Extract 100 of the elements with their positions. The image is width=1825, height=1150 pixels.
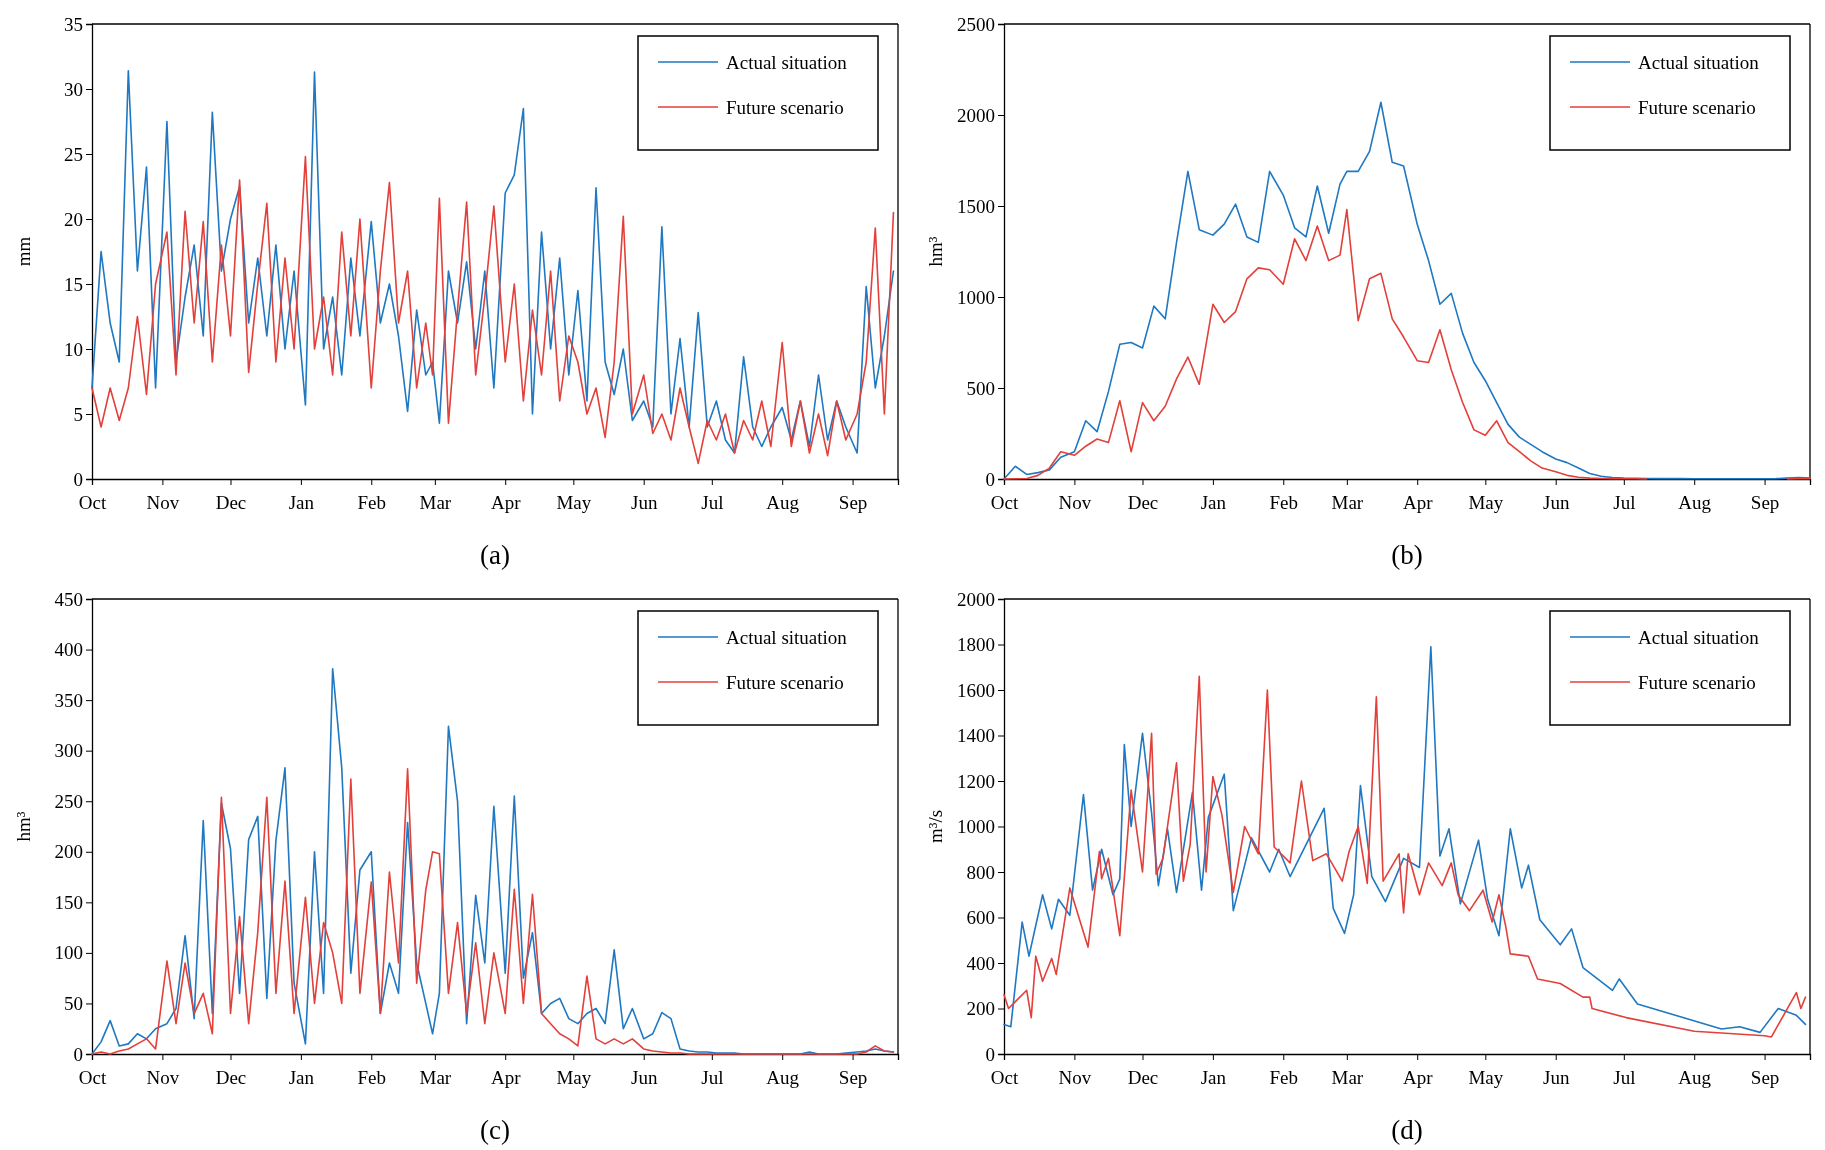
y-tick-label: 5 xyxy=(73,403,83,425)
y-tick-label: 20 xyxy=(64,208,83,230)
legend-label: Future scenario xyxy=(1638,96,1756,118)
y-tick-label: 25 xyxy=(64,143,83,165)
x-tick-label: Nov xyxy=(1058,1066,1092,1088)
text: (c) xyxy=(480,1115,510,1145)
legend-label: Future scenario xyxy=(726,671,844,693)
x-tick-label: Feb xyxy=(357,1066,387,1088)
y-tick-label: 2000 xyxy=(957,588,995,610)
y-tick-label: 800 xyxy=(966,861,995,883)
x-tick-label: Jul xyxy=(1613,491,1636,513)
y-tick-label: 10 xyxy=(64,338,83,360)
x-tick-label: Dec xyxy=(215,491,247,513)
x-tick-label: Jul xyxy=(1613,1066,1636,1088)
x-tick-label: Nov xyxy=(1058,491,1092,513)
y-tick-label: 300 xyxy=(54,740,83,762)
y-tick-label: 0 xyxy=(985,468,995,490)
x-tick-label: Sep xyxy=(838,1066,868,1088)
x-tick-label: Sep xyxy=(1750,491,1780,513)
text: (d) xyxy=(1391,1115,1423,1145)
y-tick-label: 250 xyxy=(54,790,83,812)
x-tick-label: Jun xyxy=(631,491,658,513)
x-tick-label: Jun xyxy=(1543,491,1570,513)
y-tick-label: 100 xyxy=(54,942,83,964)
x-tick-label: Aug xyxy=(1678,1066,1712,1088)
x-tick-label: Jun xyxy=(1543,1066,1570,1088)
text: (a) xyxy=(480,540,510,570)
y-tick-label: 200 xyxy=(966,998,995,1020)
y-tick-label: 450 xyxy=(54,588,83,610)
x-tick-label: Apr xyxy=(1402,491,1434,513)
y-tick-label: 1200 xyxy=(957,770,995,792)
y-tick-label: 1000 xyxy=(957,816,995,838)
y-tick-label: 1800 xyxy=(957,634,995,656)
line-series xyxy=(1003,101,1811,480)
line-series xyxy=(91,768,895,1055)
x-tick-label: Dec xyxy=(215,1066,247,1088)
y-tick-label: 600 xyxy=(966,907,995,929)
x-tick-label: Sep xyxy=(838,491,868,513)
x-tick-label: Jan xyxy=(1200,491,1227,513)
y-tick-label: 1400 xyxy=(957,725,995,747)
x-tick-label: Aug xyxy=(766,1066,800,1088)
x-tick-label: Feb xyxy=(357,491,387,513)
y-tick-label: 30 xyxy=(64,78,83,100)
y-tick-label: 350 xyxy=(54,689,83,711)
y-tick-label: 400 xyxy=(966,952,995,974)
x-tick-label: Jan xyxy=(288,1066,315,1088)
legend-label: Actual situation xyxy=(726,626,848,648)
x-tick-label: Feb xyxy=(1269,1066,1299,1088)
y-tick-label: 1600 xyxy=(957,679,995,701)
x-tick-label: Sep xyxy=(1750,1066,1780,1088)
y-axis-title: hm³ xyxy=(13,811,34,842)
x-tick-label: May xyxy=(1468,1066,1504,1088)
x-tick-label: May xyxy=(556,491,592,513)
y-tick-label: 400 xyxy=(54,639,83,661)
x-tick-label: Feb xyxy=(1269,491,1299,513)
line-series xyxy=(91,155,895,465)
x-tick-label: Aug xyxy=(766,491,800,513)
legend-label: Future scenario xyxy=(726,96,844,118)
x-tick-label: Nov xyxy=(146,491,180,513)
x-tick-label: May xyxy=(1468,491,1504,513)
y-tick-label: 0 xyxy=(73,1043,83,1065)
x-tick-label: Mar xyxy=(1331,1066,1364,1088)
x-tick-label: May xyxy=(556,1066,592,1088)
y-tick-label: 500 xyxy=(966,377,995,399)
y-tick-label: 2000 xyxy=(957,104,995,126)
y-tick-label: 15 xyxy=(64,273,83,295)
x-tick-label: Jan xyxy=(288,491,315,513)
y-tick-label: 2500 xyxy=(957,13,995,35)
y-tick-label: 1000 xyxy=(957,286,995,308)
x-tick-label: Oct xyxy=(78,491,107,513)
line-series xyxy=(91,70,895,454)
legend-label: Actual situation xyxy=(1638,626,1760,648)
x-tick-label: Apr xyxy=(490,491,522,513)
y-tick-label: 200 xyxy=(54,841,83,863)
x-tick-label: Aug xyxy=(1678,491,1712,513)
y-tick-label: 1500 xyxy=(957,195,995,217)
x-tick-label: Oct xyxy=(990,491,1019,513)
x-tick-label: Mar xyxy=(419,491,452,513)
x-tick-label: Oct xyxy=(990,1066,1019,1088)
text: (b) xyxy=(1391,540,1423,570)
x-tick-label: Jul xyxy=(701,1066,724,1088)
y-tick-label: 35 xyxy=(64,13,83,35)
x-tick-label: Mar xyxy=(1331,491,1364,513)
x-tick-label: Dec xyxy=(1127,1066,1159,1088)
y-axis-title: mm xyxy=(13,236,34,267)
y-axis-title: m³/s xyxy=(925,809,946,844)
x-tick-label: Jul xyxy=(701,491,724,513)
y-tick-label: 0 xyxy=(73,468,83,490)
x-tick-label: Dec xyxy=(1127,491,1159,513)
y-tick-label: 150 xyxy=(54,891,83,913)
x-tick-label: Apr xyxy=(490,1066,522,1088)
x-tick-label: Jun xyxy=(631,1066,658,1088)
y-tick-label: 0 xyxy=(985,1043,995,1065)
legend-label: Actual situation xyxy=(726,51,848,73)
x-tick-label: Apr xyxy=(1402,1066,1434,1088)
x-tick-label: Jan xyxy=(1200,1066,1227,1088)
x-tick-label: Oct xyxy=(78,1066,107,1088)
x-tick-label: Nov xyxy=(146,1066,180,1088)
legend-label: Future scenario xyxy=(1638,671,1756,693)
y-tick-label: 50 xyxy=(64,993,83,1015)
